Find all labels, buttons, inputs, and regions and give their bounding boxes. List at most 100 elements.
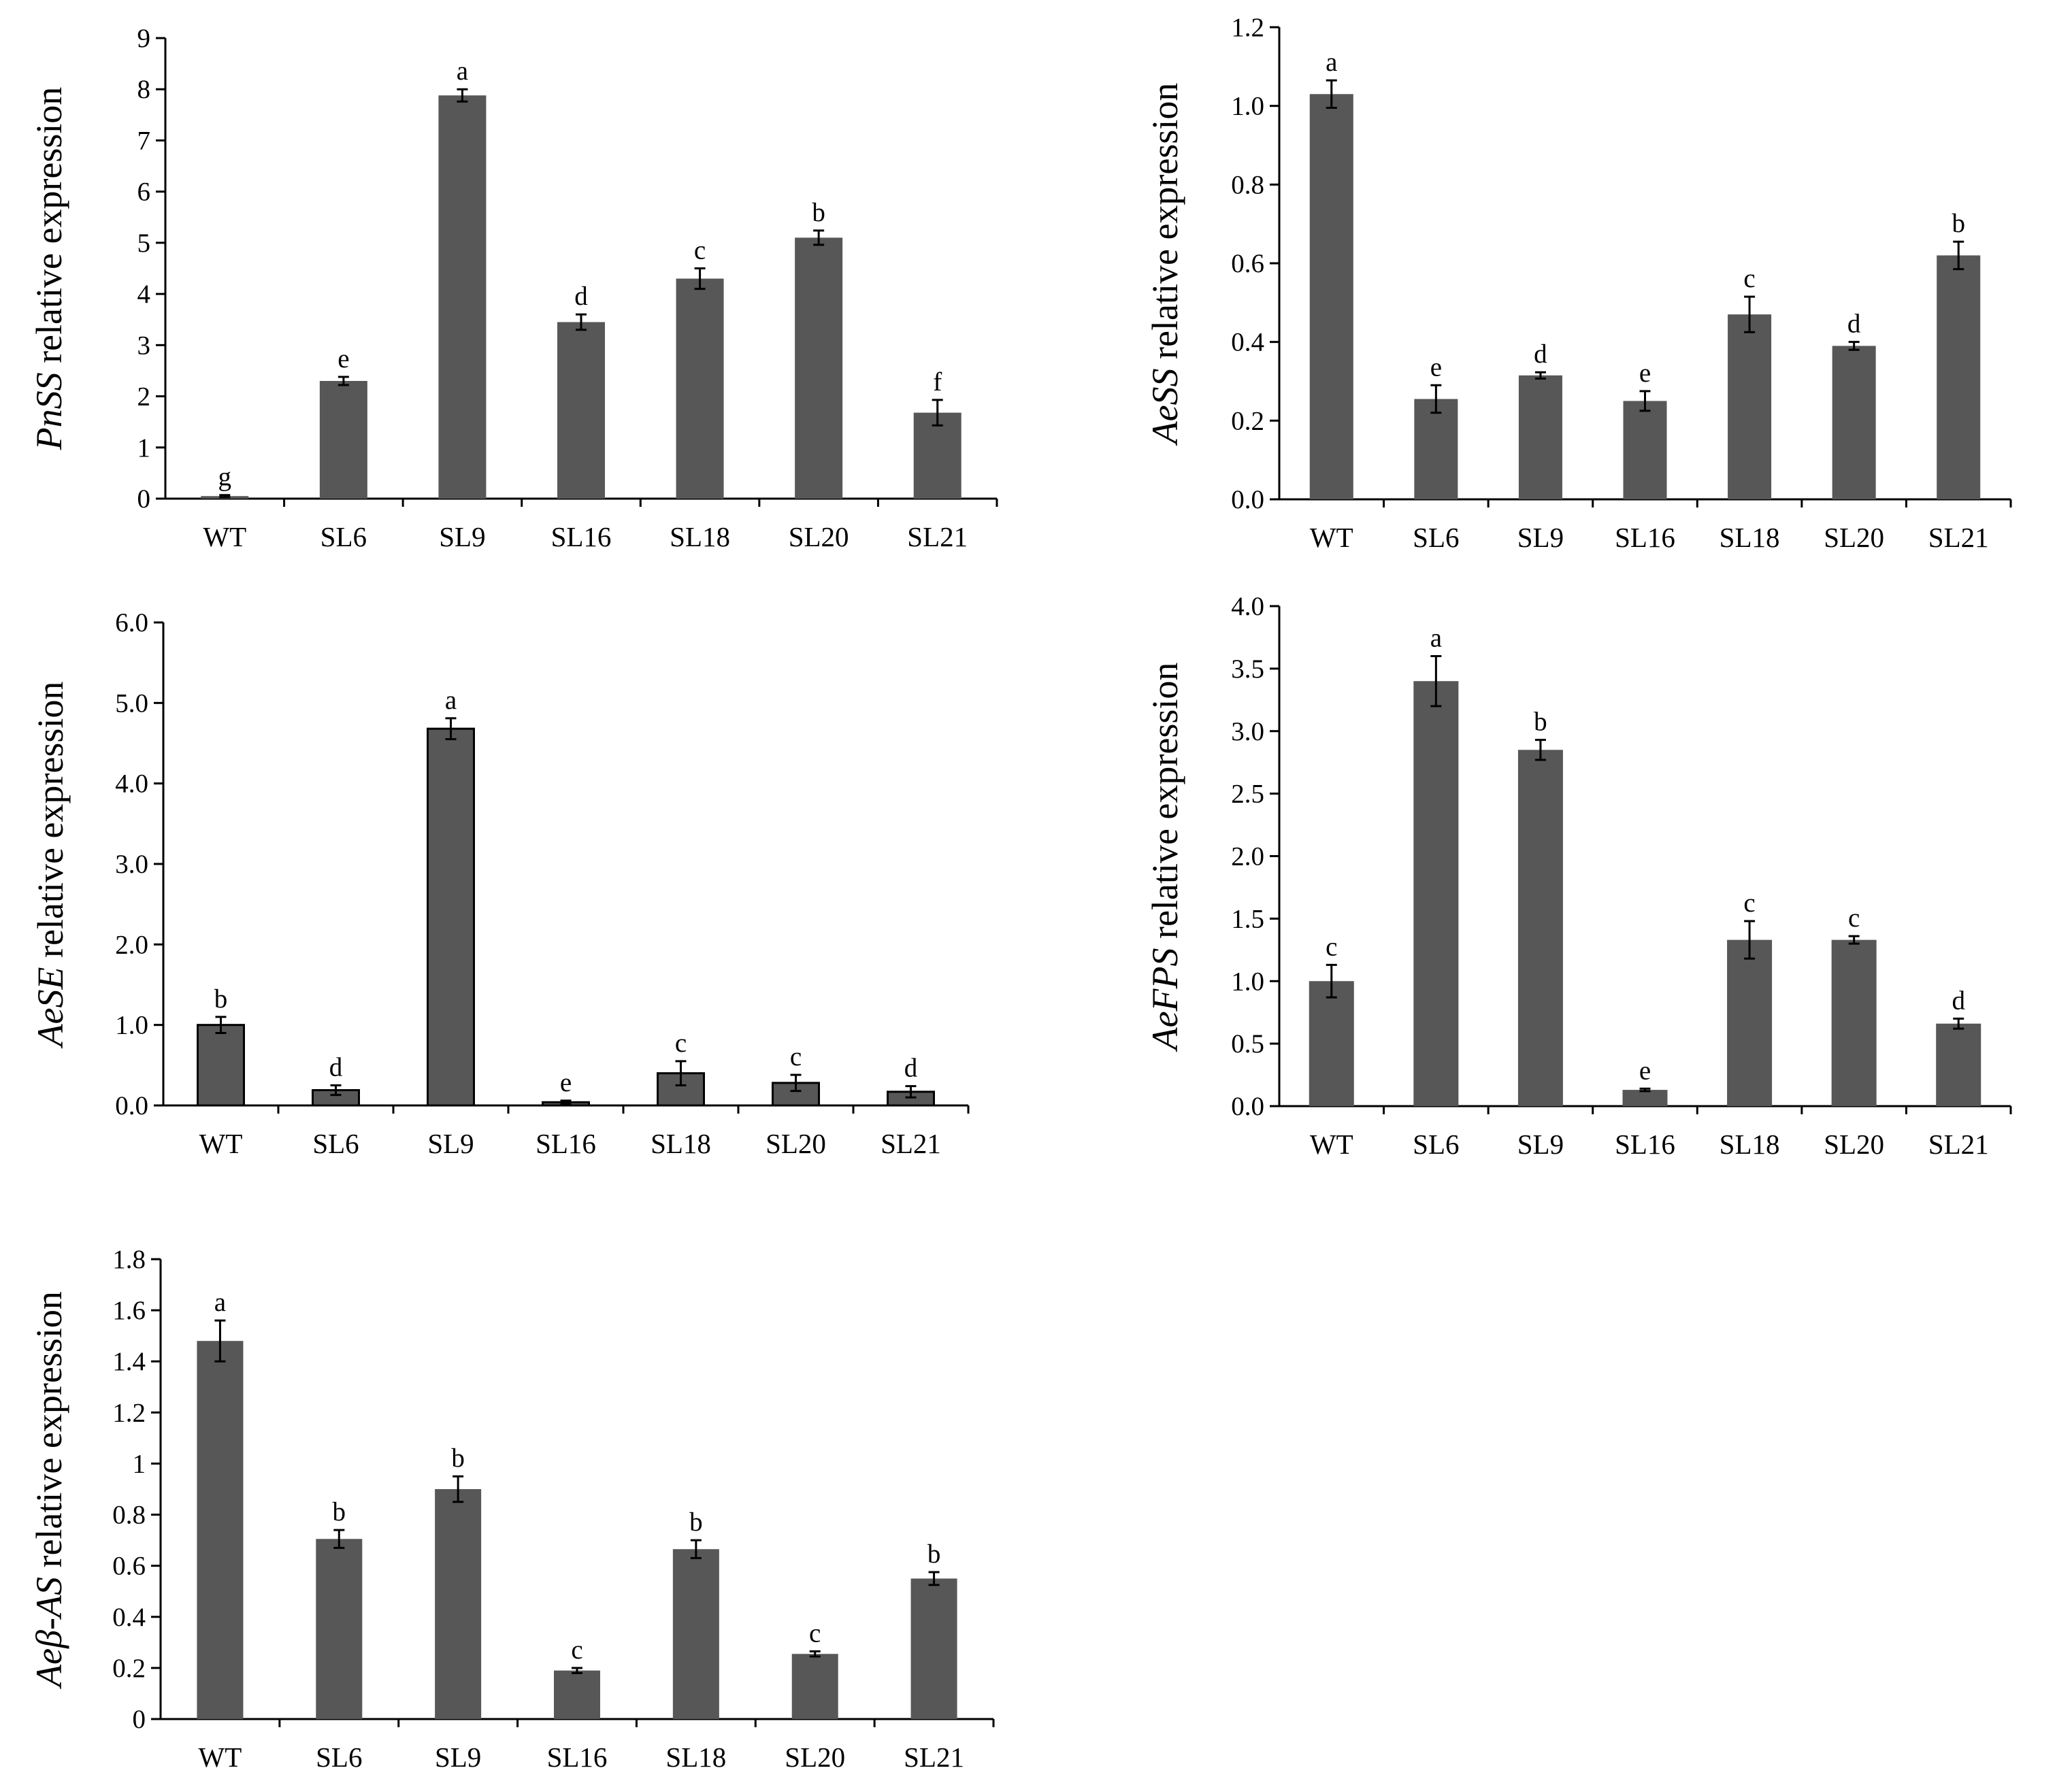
error-bar-sl20 (809, 1650, 821, 1658)
y-axis-label: AeSS relative expression (1145, 83, 1185, 446)
significance-label-sl16: e (1639, 1056, 1651, 1085)
y-tick-label: 6 (137, 178, 151, 207)
y-tick-label: 4 (137, 280, 151, 309)
bar-sl21 (910, 1578, 957, 1719)
error-bar-sl6 (1430, 655, 1442, 707)
bar-sl6 (316, 1539, 363, 1719)
bar-sl18 (1727, 939, 1773, 1106)
y-tick-label: 1.0 (1231, 967, 1264, 996)
chart-panel-pnss: 0 1 2 3 4 5 6 7 8 9 g WT e SL6 a SL9 d SL16 c SL18 b SL20 f SL2… (29, 24, 998, 552)
error-bar-sl18 (690, 1539, 702, 1559)
error-bar-sl21 (928, 1571, 940, 1586)
significance-label-sl9: a (457, 56, 468, 86)
significance-label-sl18: c (694, 236, 706, 265)
x-tick-label: SL21 (904, 1742, 964, 1773)
y-tick-label: 5 (137, 229, 151, 258)
x-tick-label: SL9 (1517, 1129, 1564, 1160)
y-tick-label: 1.5 (1231, 904, 1264, 933)
error-bar-sl6 (330, 1084, 342, 1097)
error-bar-sl21 (1953, 240, 1964, 271)
error-bar-sl20 (1848, 935, 1860, 945)
error-bar-sl18 (1744, 920, 1756, 960)
significance-label-sl9: b (1534, 707, 1547, 737)
y-axis-label-gene: AeSE (30, 967, 71, 1048)
bar-sl9 (1517, 750, 1563, 1106)
x-tick-label: SL9 (1517, 522, 1564, 553)
x-tick-label: SL16 (547, 1742, 608, 1773)
chart-panel-aefps: 0.0 0.5 1.0 1.5 2.0 2.5 3.0 3.5 4.0 c WT a SL6 b SL9 e S… (1145, 592, 2012, 1160)
error-bar-sl18 (675, 1060, 687, 1086)
y-axis-label-gene: AeFPS (1145, 948, 1185, 1052)
error-bar-sl16 (572, 1667, 582, 1674)
significance-label-sl21: f (933, 367, 942, 397)
x-tick-label: SL6 (320, 521, 367, 552)
y-tick-label: 0.2 (1231, 406, 1264, 435)
x-tick-label: SL18 (665, 1742, 726, 1773)
significance-label-sl21: d (1952, 986, 1965, 1015)
significance-label-sl21: d (904, 1054, 918, 1083)
x-tick-label: SL20 (785, 1742, 845, 1773)
error-bar-sl18 (1744, 295, 1756, 333)
y-axis-label-gene: Aeβ-AS (29, 1577, 69, 1689)
y-axis-label: AeSE relative expression (30, 682, 71, 1049)
error-bar-sl9 (1534, 739, 1546, 761)
bar-sl20 (1831, 939, 1877, 1106)
x-tick-label: SL16 (1615, 1129, 1675, 1160)
significance-label-wt: c (1326, 932, 1337, 961)
x-tick-label: WT (1310, 522, 1353, 553)
bar-sl9 (435, 1489, 482, 1719)
bar-sl20 (791, 1654, 838, 1719)
significance-label-sl16: e (1639, 359, 1651, 388)
x-tick-label: SL16 (1615, 522, 1675, 553)
x-tick-label: SL20 (766, 1128, 826, 1159)
x-tick-label: SL21 (881, 1128, 941, 1159)
error-bar-sl20 (813, 229, 825, 246)
bar-sl9 (427, 727, 475, 1107)
x-tick-label: SL9 (439, 521, 485, 552)
significance-label-sl21: b (1952, 209, 1965, 238)
y-tick-label: 3.0 (1231, 717, 1264, 746)
x-tick-label: SL18 (651, 1128, 711, 1159)
bar-sl21 (1936, 1023, 1981, 1106)
y-axis-label: PnSS relative expression (29, 87, 69, 451)
x-tick-label: SL6 (1413, 1129, 1459, 1160)
y-tick-label: 1.2 (1231, 13, 1264, 42)
bar-sl21 (1937, 255, 1981, 499)
y-tick-label: 0.6 (112, 1552, 146, 1581)
bar-wt (197, 1024, 245, 1107)
significance-label-sl21: b (927, 1539, 941, 1569)
bar-sl18 (1728, 314, 1772, 499)
x-tick-label: SL6 (312, 1128, 359, 1159)
x-tick-label: SL21 (1928, 522, 1989, 553)
significance-label-wt: g (218, 463, 232, 492)
significance-label-sl6: e (1430, 352, 1442, 382)
error-bar-sl21 (932, 399, 943, 427)
bar-wt (1309, 981, 1354, 1106)
error-bar-sl16 (576, 313, 587, 331)
y-axis-label: AeFPS relative expression (1145, 663, 1185, 1052)
significance-label-sl20: c (790, 1042, 802, 1071)
significance-label-sl18: c (675, 1029, 687, 1058)
x-tick-label: SL20 (789, 521, 849, 552)
y-tick-label: 1 (137, 433, 151, 463)
error-bar-wt (1326, 79, 1337, 110)
x-tick-label: SL18 (1720, 522, 1780, 553)
y-axis-label-gene: AeSS (1145, 368, 1185, 446)
significance-label-sl18: b (689, 1507, 703, 1537)
error-bar-sl6 (338, 376, 349, 386)
x-tick-label: SL16 (551, 521, 612, 552)
bar-sl18 (676, 278, 724, 499)
error-bar-wt (215, 1016, 227, 1034)
y-tick-label: 0.6 (1231, 249, 1264, 278)
x-tick-label: WT (203, 521, 246, 552)
bar-sl9 (438, 95, 487, 499)
bar-sl16 (554, 1670, 600, 1719)
significance-label-sl9: d (1534, 339, 1547, 369)
significance-label-sl6: a (1430, 624, 1442, 653)
y-tick-label: 0 (137, 484, 151, 514)
y-tick-label: 5.0 (115, 688, 148, 718)
y-tick-label: 0.0 (1231, 1092, 1264, 1121)
y-axis-label-suffix: relative expression (1145, 83, 1185, 369)
significance-label-sl20: d (1847, 310, 1861, 339)
